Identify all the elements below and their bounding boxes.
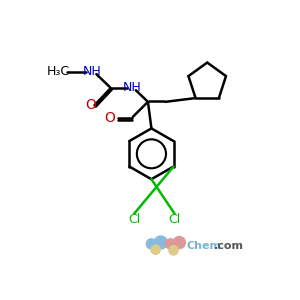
- Text: Cl: Cl: [169, 213, 181, 226]
- Text: Chem: Chem: [187, 241, 222, 250]
- Text: H₃C: H₃C: [47, 65, 70, 78]
- Circle shape: [146, 239, 157, 249]
- Circle shape: [154, 236, 167, 249]
- Text: O: O: [105, 111, 116, 125]
- Text: .com: .com: [214, 241, 244, 250]
- Text: NH: NH: [122, 82, 141, 94]
- Circle shape: [151, 245, 160, 254]
- Circle shape: [165, 239, 176, 249]
- Text: NH: NH: [83, 65, 101, 78]
- Circle shape: [173, 236, 185, 248]
- Circle shape: [169, 246, 178, 255]
- Text: O: O: [85, 98, 96, 112]
- Text: Cl: Cl: [128, 213, 140, 226]
